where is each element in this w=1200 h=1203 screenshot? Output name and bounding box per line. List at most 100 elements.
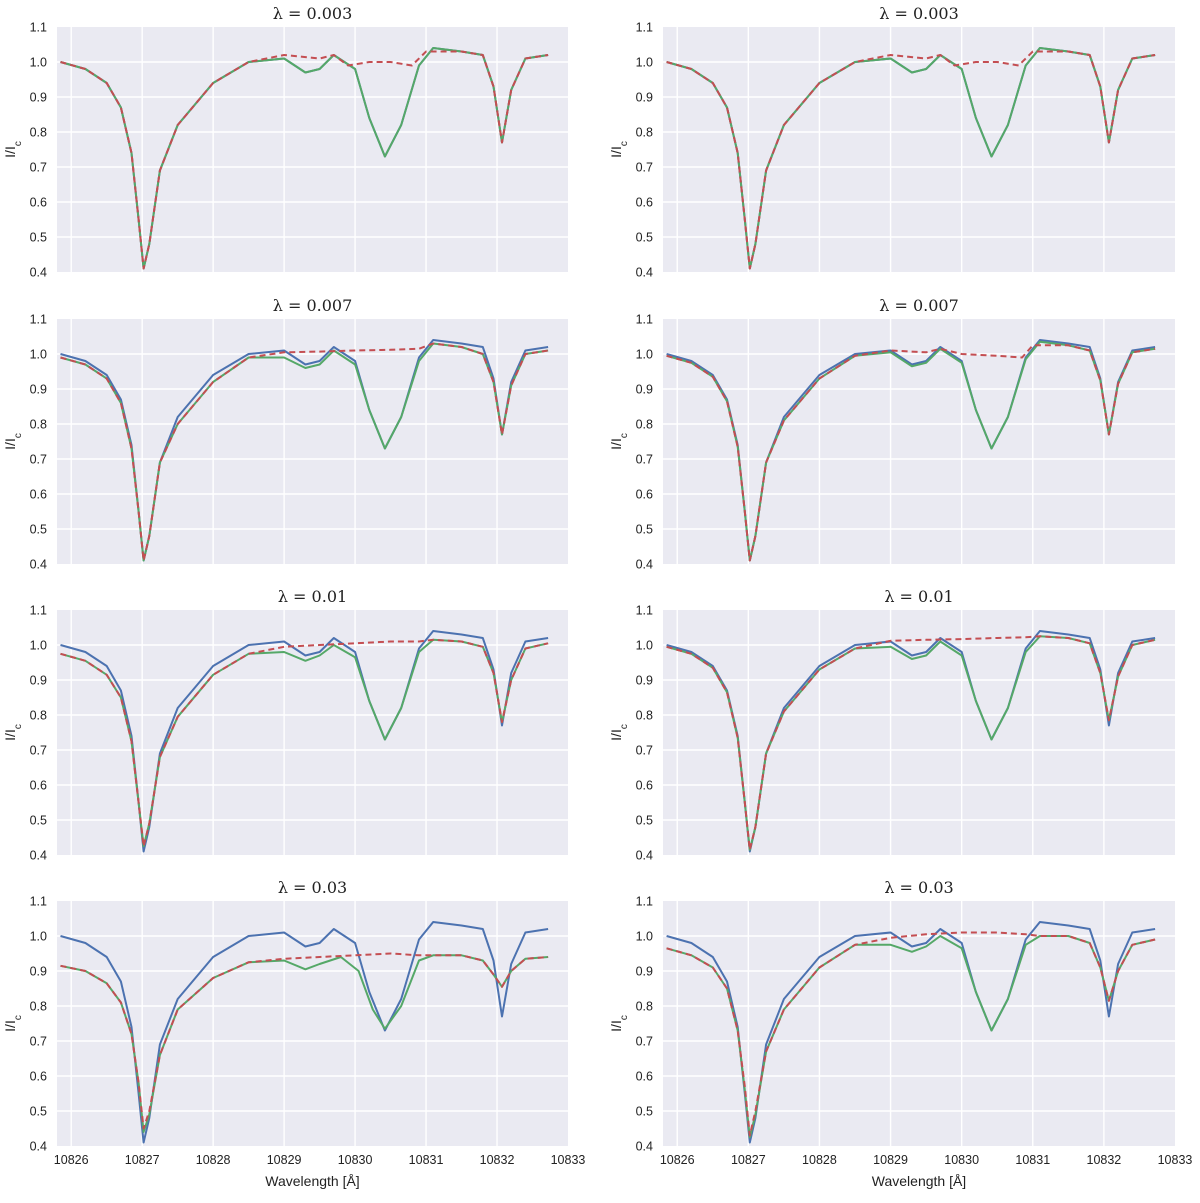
panel-title: λ = 0.03 [884, 878, 953, 897]
y-tick-label: 1.0 [636, 639, 653, 653]
y-tick-label: 0.7 [30, 744, 47, 758]
x-tick-label: 10830 [944, 1153, 979, 1167]
x-tick-label: 10833 [1158, 1153, 1193, 1167]
x-tick-label: 10833 [551, 1153, 586, 1167]
y-tick-label: 1.1 [636, 21, 653, 35]
y-tick-label: 1.0 [636, 348, 653, 362]
series-group [666, 630, 1156, 853]
y-axis-label: I/Ic [608, 141, 630, 158]
y-tick-label: 1.1 [30, 604, 47, 618]
y-tick-label: 0.4 [636, 558, 653, 572]
y-tick-label: 0.9 [30, 674, 47, 688]
y-tick-label: 0.5 [636, 523, 653, 537]
panel-left-4: λ = 0.03 0.4 0.5 0.6 0.7 0.8 0.9 1.0 1.1 I/Ic 1082… [2, 878, 585, 1189]
y-tick-label: 0.4 [30, 266, 47, 280]
series-line-dashed [60, 50, 549, 270]
y-tick-label: 1.0 [30, 639, 47, 653]
y-tick-label: 0.9 [30, 91, 47, 105]
x-tick-label: 10832 [480, 1153, 515, 1167]
y-tick-label: 0.5 [30, 1105, 47, 1119]
y-axis-label: I/Ic [2, 433, 24, 450]
y-tick-label: 0.7 [30, 1035, 47, 1049]
y-tick-label: 0.8 [30, 709, 47, 723]
series-line-dashed [60, 342, 549, 562]
panel-left-1: λ = 0.003 0.4 0.5 0.6 0.7 0.8 0.9 1.0 1.1 I/Ic [2, 4, 568, 280]
y-axis-label: I/Ic [608, 1015, 630, 1032]
y-tick-label: 0.5 [636, 1105, 653, 1119]
y-axis-label: I/Ic [608, 724, 630, 741]
y-tick-label: 0.8 [30, 126, 47, 140]
y-tick-label: 0.4 [30, 1140, 47, 1154]
series-group [666, 339, 1156, 562]
x-axis-label: Wavelength [Å] [872, 1173, 966, 1189]
y-tick-label: 0.8 [30, 1000, 47, 1014]
x-tick-label: 10826 [54, 1153, 89, 1167]
y-tick-label: 0.7 [636, 1035, 653, 1049]
y-axis-label: I/Ic [608, 433, 630, 450]
plot-background [57, 319, 568, 564]
y-tick-label: 0.6 [636, 1070, 653, 1084]
series-group [60, 339, 549, 562]
series-group [60, 921, 549, 1144]
x-axis-label: Wavelength [Å] [265, 1173, 359, 1189]
y-tick-label: 0.8 [636, 126, 653, 140]
y-tick-label: 0.7 [30, 453, 47, 467]
series-group [60, 47, 549, 270]
x-tick-label: 10826 [660, 1153, 695, 1167]
panel-title: λ = 0.01 [278, 587, 347, 606]
y-tick-label: 0.9 [636, 674, 653, 688]
x-tick-label: 10828 [802, 1153, 837, 1167]
y-tick-label: 0.6 [636, 779, 653, 793]
y-tick-label: 0.6 [636, 196, 653, 210]
x-tick-label: 10831 [409, 1153, 444, 1167]
y-tick-label: 1.1 [636, 604, 653, 618]
y-tick-label: 0.8 [636, 418, 653, 432]
panel-title: λ = 0.003 [879, 4, 959, 23]
y-tick-label: 0.8 [636, 1000, 653, 1014]
series-group [666, 47, 1156, 270]
plot-background [57, 901, 568, 1146]
series-line-dashed [60, 952, 549, 1130]
y-tick-label: 0.5 [30, 523, 47, 537]
panel-title: λ = 0.003 [273, 4, 353, 23]
y-tick-label: 0.7 [30, 161, 47, 175]
plot-background [663, 319, 1175, 564]
y-tick-label: 0.9 [636, 383, 653, 397]
y-axis-label: I/Ic [2, 1015, 24, 1032]
y-tick-label: 0.4 [636, 849, 653, 863]
y-tick-label: 1.0 [636, 930, 653, 944]
y-tick-label: 0.4 [30, 558, 47, 572]
y-tick-label: 0.9 [30, 383, 47, 397]
series-line-dashed [666, 344, 1156, 562]
y-tick-label: 0.7 [636, 744, 653, 758]
plot-background [57, 27, 568, 272]
y-tick-label: 1.0 [30, 56, 47, 70]
y-tick-label: 0.5 [30, 814, 47, 828]
x-tick-label: 10832 [1087, 1153, 1122, 1167]
y-axis-label: I/Ic [2, 724, 24, 741]
panel-right-4: λ = 0.03 0.4 0.5 0.6 0.7 0.8 0.9 1.0 1.1 I/Ic 1082… [608, 878, 1192, 1189]
plot-background [663, 27, 1175, 272]
y-tick-label: 0.6 [30, 779, 47, 793]
y-tick-label: 0.9 [636, 91, 653, 105]
y-tick-label: 0.9 [30, 965, 47, 979]
y-tick-label: 1.0 [30, 348, 47, 362]
y-tick-label: 1.1 [30, 895, 47, 909]
panel-title: λ = 0.01 [884, 587, 953, 606]
y-tick-label: 0.5 [636, 231, 653, 245]
panel-title: λ = 0.007 [879, 296, 959, 315]
series-group [60, 630, 549, 853]
y-tick-label: 1.0 [636, 56, 653, 70]
y-tick-label: 0.7 [636, 453, 653, 467]
panel-title: λ = 0.007 [273, 296, 353, 315]
series-line-dashed [60, 638, 549, 848]
y-tick-label: 0.4 [30, 849, 47, 863]
x-tick-label: 10828 [196, 1153, 231, 1167]
y-tick-label: 0.4 [636, 266, 653, 280]
panel-right-1: λ = 0.003 0.4 0.5 0.6 0.7 0.8 0.9 1.0 1.1 I/Ic [608, 4, 1175, 280]
x-tick-label: 10829 [267, 1153, 302, 1167]
y-tick-label: 0.6 [30, 1070, 47, 1084]
series-line-dashed [666, 635, 1156, 851]
y-tick-label: 0.5 [30, 231, 47, 245]
